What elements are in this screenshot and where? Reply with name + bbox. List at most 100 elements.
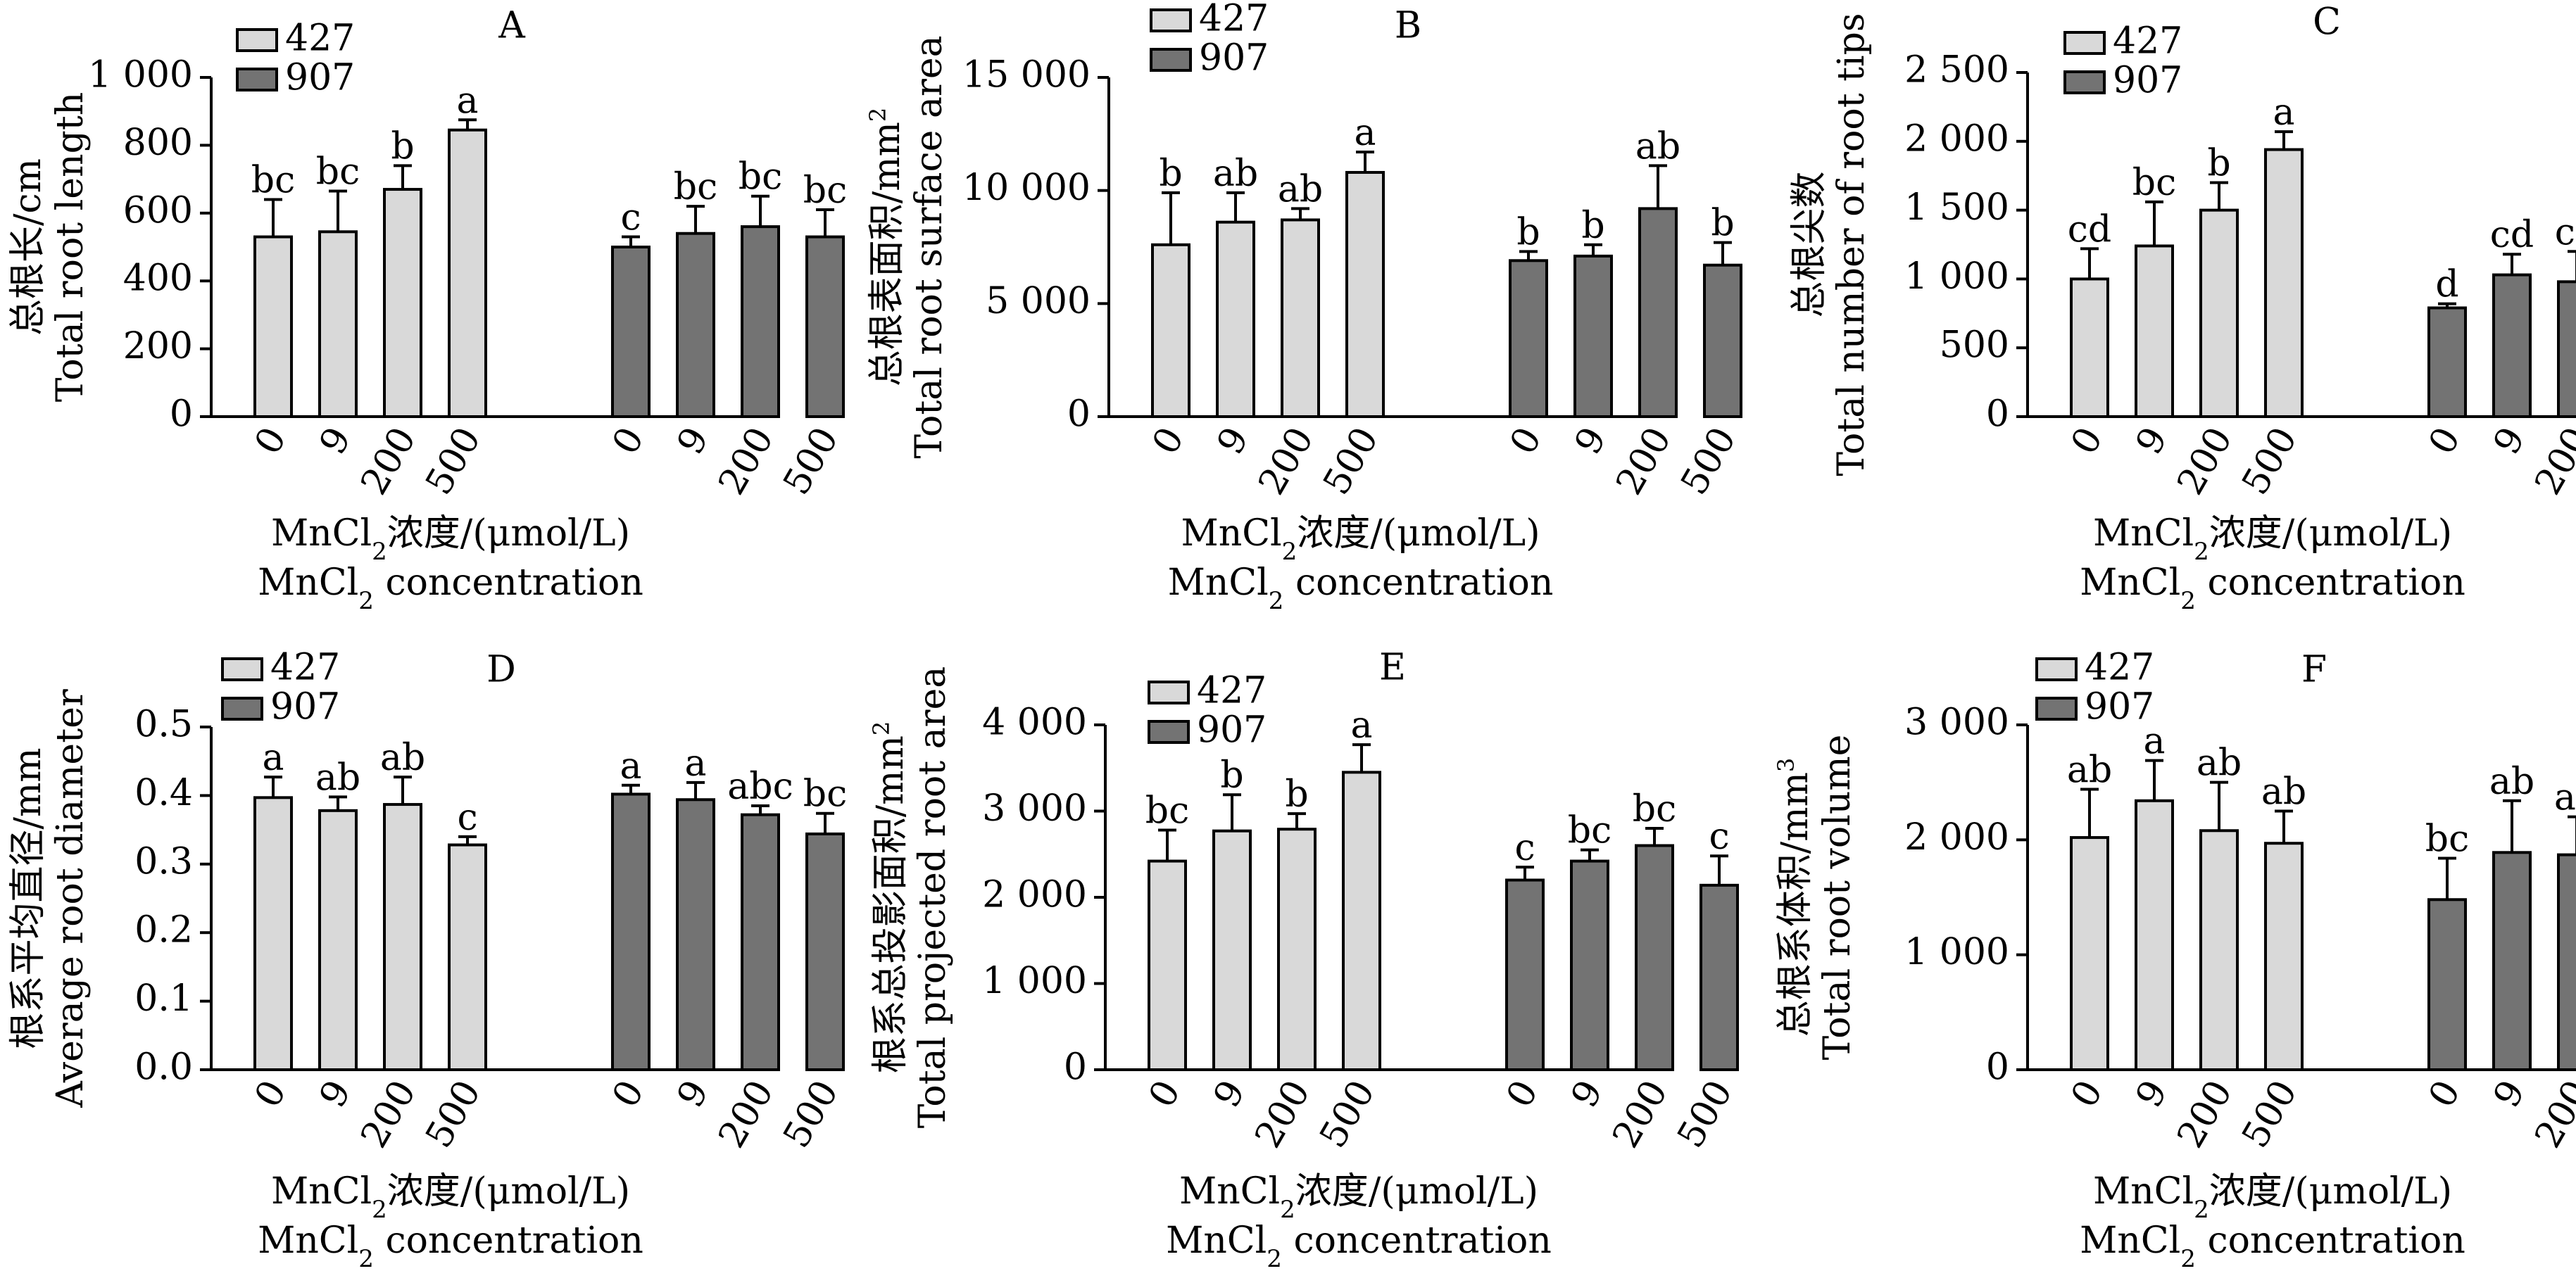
- y-tick-label: 400: [123, 258, 193, 300]
- x-tick-label: 500: [1315, 420, 1387, 502]
- y-tick-label: 600: [123, 189, 193, 232]
- significance-letter: b: [1581, 205, 1604, 247]
- legend-label: 907: [270, 686, 340, 728]
- y-tick-label: 10 000: [962, 167, 1091, 209]
- y-tick-label: 3 000: [1904, 702, 2009, 744]
- legend-swatch-907: [1148, 720, 1190, 744]
- y-axis-title-cn: 总根长/cm: [7, 158, 49, 336]
- x-tick-label: 9: [311, 1073, 360, 1115]
- y-tick-label: 1 000: [1904, 255, 2009, 298]
- y-tick-label: 200: [123, 325, 193, 367]
- bar-427-200: [1277, 828, 1317, 1071]
- x-tick-label: 500: [2234, 420, 2306, 502]
- legend-swatch-427: [2063, 31, 2106, 55]
- y-tick-label: 800: [123, 122, 193, 164]
- x-tick-label: 0: [604, 1073, 653, 1115]
- legend-label: 427: [2085, 647, 2154, 689]
- bar-907-500: [1699, 883, 1739, 1071]
- bar-427-9: [318, 230, 358, 418]
- bar-907-9: [2492, 273, 2532, 419]
- significance-letter: c: [1514, 827, 1535, 869]
- y-tick-label: 1 000: [88, 54, 193, 96]
- legend-label: 907: [1199, 37, 1269, 80]
- significance-letter: b: [1711, 203, 1734, 245]
- bar-907-200: [741, 813, 780, 1071]
- x-axis-title-cn: MnCl2浓度/(μmol/L): [271, 512, 630, 566]
- bar-427-9: [318, 809, 358, 1071]
- bar-907-200: [741, 225, 780, 418]
- significance-letter: cd: [2555, 211, 2576, 253]
- x-axis-title-cn: MnCl2浓度/(μmol/L): [271, 1170, 630, 1224]
- legend-swatch-907: [2035, 697, 2078, 721]
- y-tick-label: 1 500: [1904, 186, 2009, 229]
- x-tick-label: 200: [1608, 420, 1680, 502]
- y-tick-label: 0.1: [134, 978, 193, 1020]
- y-axis-title-superscript: 2: [865, 108, 891, 122]
- y-tick-label: 15 000: [962, 54, 1091, 96]
- x-tick-label: 200: [710, 420, 782, 502]
- bar-907-200: [1638, 207, 1678, 418]
- x-tick-label: 500: [1669, 1073, 1741, 1155]
- significance-letter: ab: [315, 757, 360, 799]
- x-tick-label: 0: [2420, 1073, 2469, 1115]
- significance-letter: a: [2273, 91, 2294, 134]
- significance-letter: bc: [1633, 788, 1676, 830]
- bar-907-200: [2557, 280, 2576, 419]
- significance-letter: bc: [674, 166, 717, 208]
- significance-letter: a: [262, 737, 284, 779]
- bar-427-9: [2135, 799, 2174, 1072]
- x-tick-label: 200: [2527, 420, 2576, 502]
- y-axis-title-superscript: 3: [1773, 758, 1799, 772]
- significance-letter: ab: [380, 737, 425, 779]
- panel-title: F: [2301, 649, 2327, 691]
- x-tick-label: 200: [2527, 1073, 2576, 1155]
- panel-a: A 0 200 400 600 800 1 000 总根长/cm Total root leng…: [7, 5, 847, 616]
- y-tick-label: 3 000: [982, 788, 1087, 830]
- bar-427-0: [1151, 243, 1190, 418]
- legend-swatch-907: [2063, 70, 2106, 94]
- significance-letter: ab: [2489, 761, 2534, 803]
- x-axis-title-en: MnCl2 concentration: [1166, 1220, 1552, 1271]
- bar-427-0: [2070, 836, 2109, 1071]
- bar-427-200: [2199, 829, 2239, 1072]
- y-tick-label: 2 000: [1904, 816, 2009, 859]
- bar-427-9: [2135, 244, 2174, 418]
- legend-swatch-907: [221, 697, 263, 721]
- bar-427-200: [2199, 208, 2239, 418]
- x-tick-label: 200: [1250, 420, 1322, 502]
- significance-letter: cd: [2068, 208, 2111, 251]
- significance-letter: ab: [1278, 168, 1323, 210]
- bar-907-200: [2557, 853, 2576, 1071]
- significance-letter: b: [1516, 211, 1540, 253]
- legend-label: 427: [285, 18, 355, 60]
- significance-letter: c: [620, 197, 641, 239]
- x-tick-label: 0: [2420, 420, 2469, 462]
- legend-label: 427: [270, 647, 340, 689]
- significance-letter: a: [620, 745, 641, 788]
- y-axis-title-cn: 根系总投影面积/mm2: [868, 721, 912, 1074]
- y-tick-label: 0.5: [134, 704, 193, 746]
- y-axis-title-en: Total projected root area: [912, 666, 954, 1129]
- y-tick-label: 0: [1986, 393, 2009, 436]
- x-axis-title-en: MnCl2 concentration: [258, 1220, 643, 1271]
- bar-427-500: [448, 128, 487, 419]
- y-tick-label: 4 000: [982, 702, 1087, 744]
- bar-907-0: [611, 792, 651, 1072]
- bar-907-9: [1570, 859, 1609, 1072]
- legend-swatch-427: [1150, 8, 1192, 32]
- bar-427-200: [1281, 218, 1320, 418]
- significance-letter: c: [1709, 816, 1729, 858]
- x-tick-label: 0: [1498, 1073, 1547, 1115]
- panel-f: F 0 1 000 2 000 3 000 总根系体积/mm3 Total root vol…: [1773, 647, 2576, 1271]
- bar-427-0: [253, 235, 293, 419]
- legend-swatch-907: [1150, 48, 1192, 72]
- y-tick-label: 0.3: [134, 840, 193, 883]
- x-tick-label: 9: [311, 420, 360, 462]
- panel-e: E 0 1 000 2 000 3 000 4 000 根系总投影面积/mm2 Total p…: [868, 647, 1741, 1271]
- x-tick-label: 500: [417, 1073, 489, 1155]
- x-axis-title-en: MnCl2 concentration: [2080, 1220, 2465, 1271]
- x-tick-label: 200: [353, 420, 425, 502]
- significance-letter: a: [1354, 112, 1376, 154]
- legend-label: 907: [285, 57, 355, 99]
